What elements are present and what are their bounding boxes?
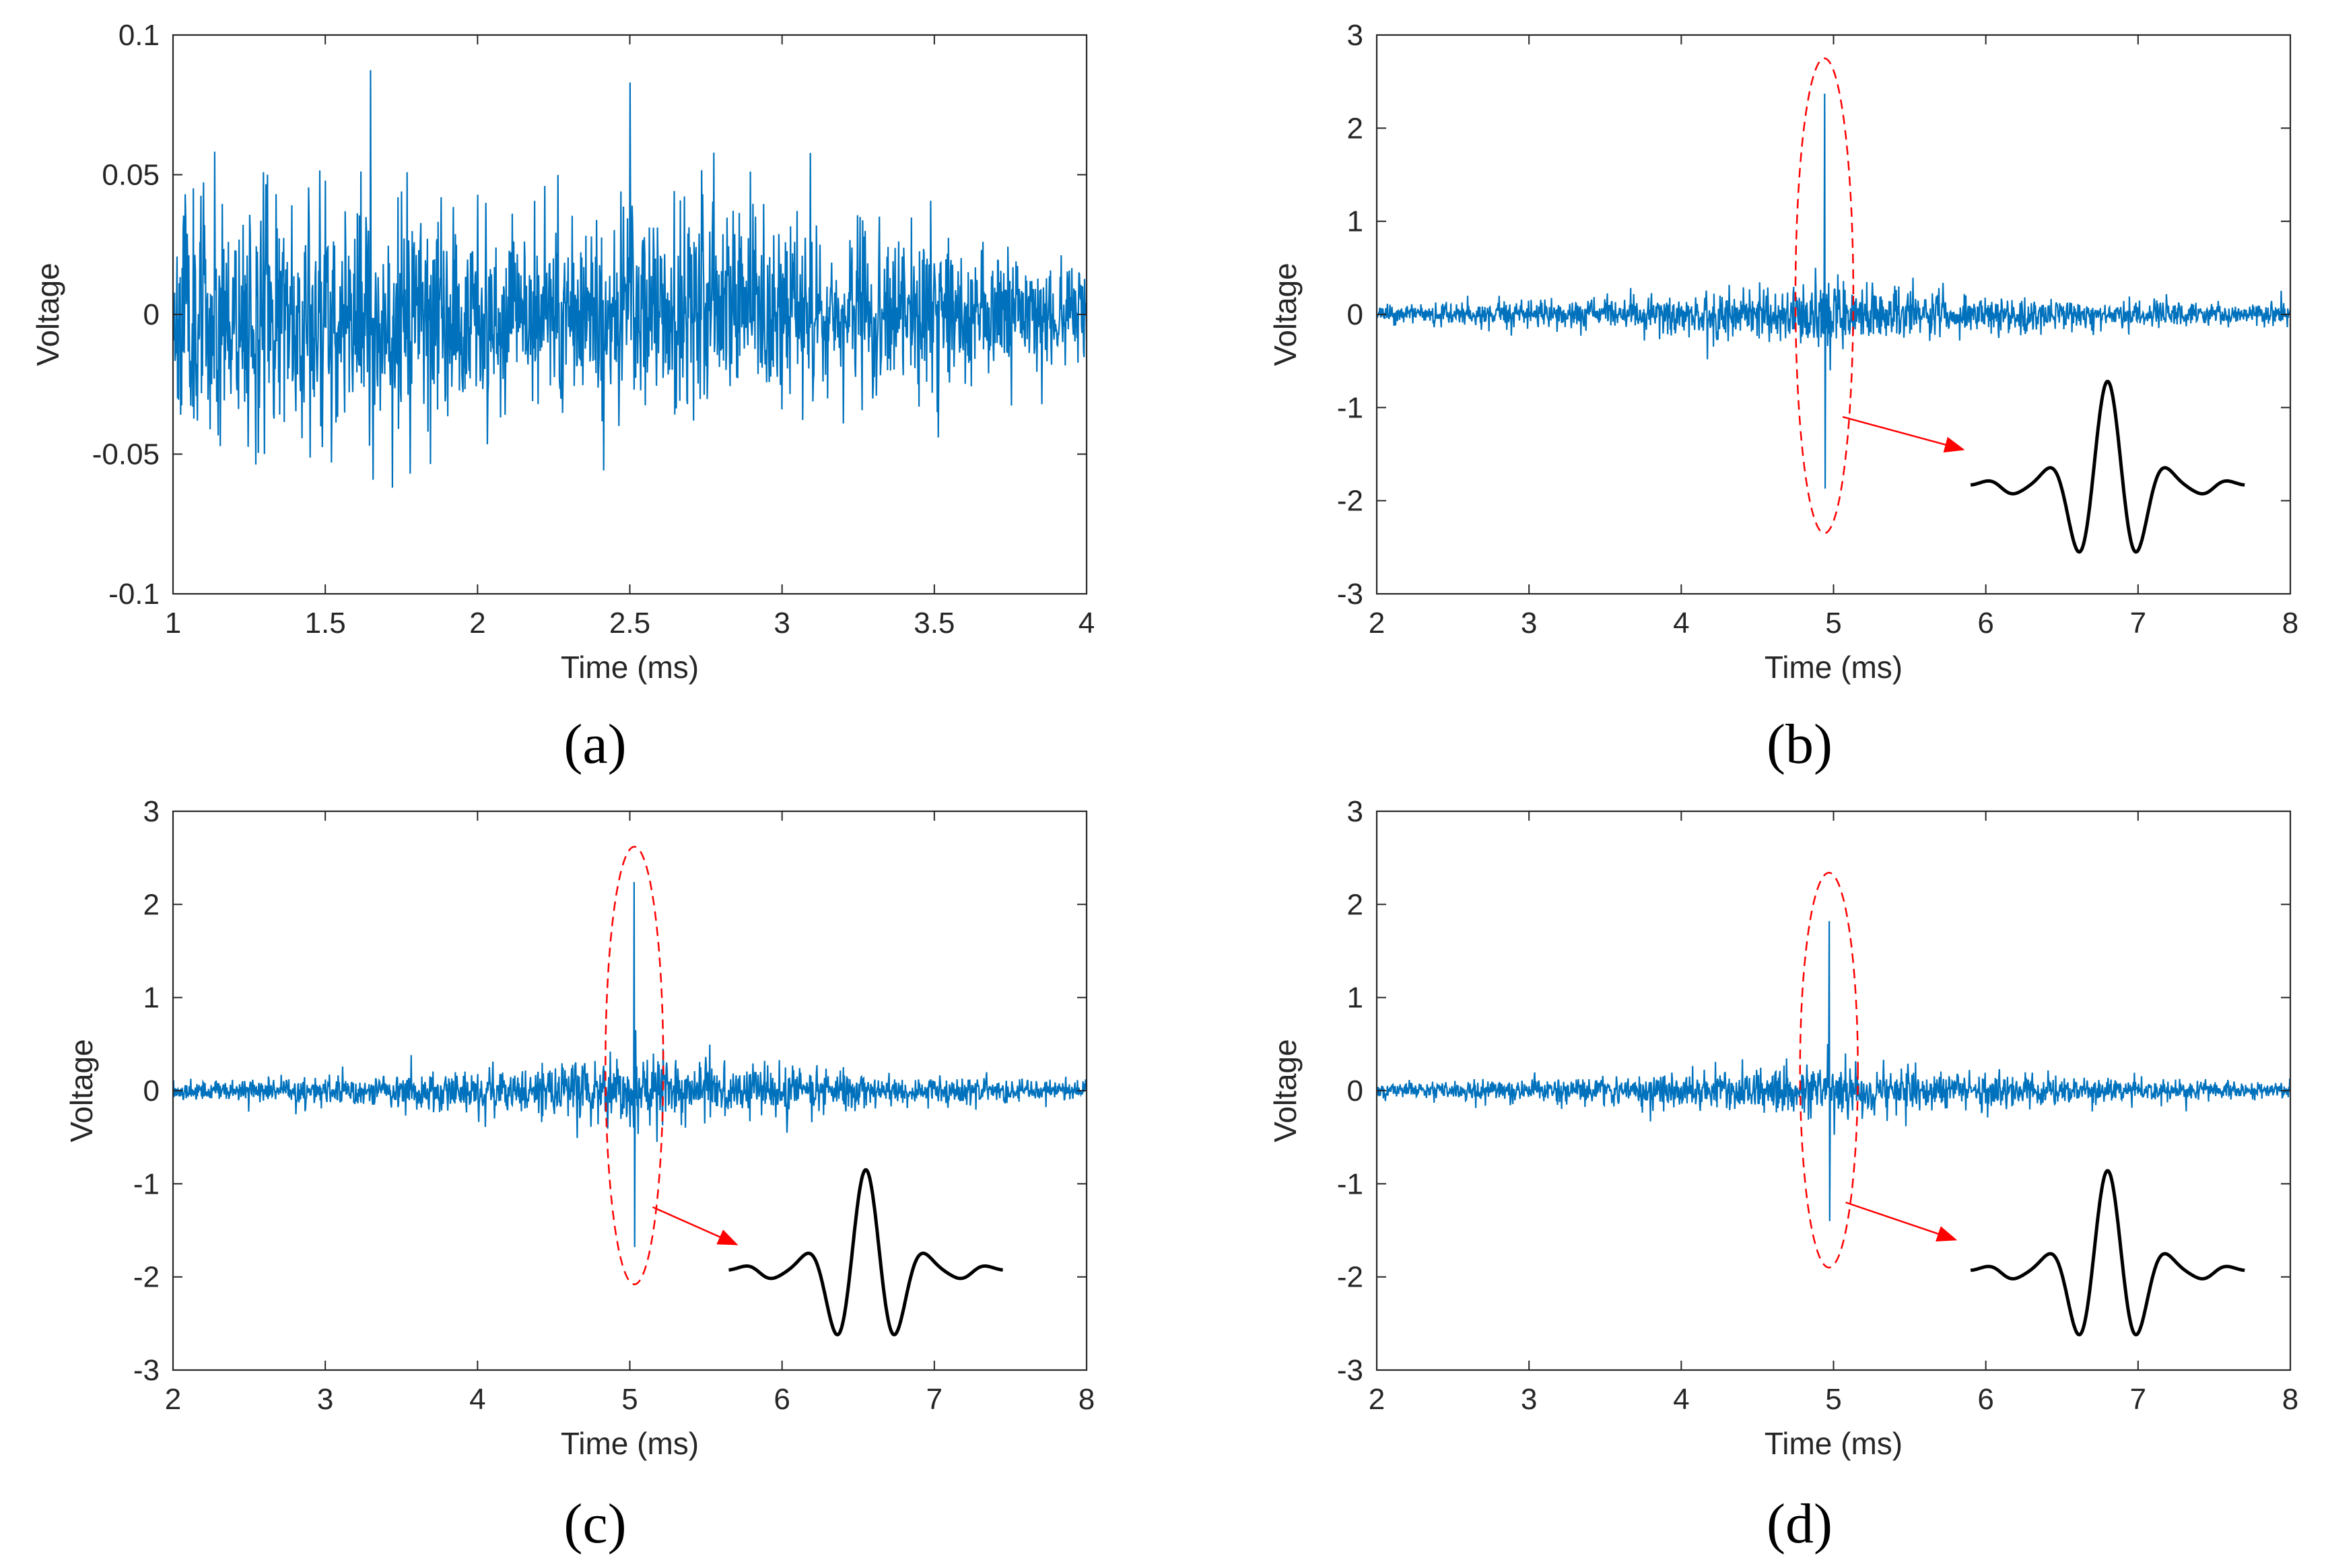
series-line-d-0	[1377, 921, 2290, 1221]
x-axis-label: Time (ms)	[1765, 650, 1903, 685]
y-tick-label: 3	[143, 795, 160, 828]
chart-panel-a: 1 1.5 2 2.5 3 3.5 4 -0.1 -0.05 0 0.05 0.1 Time (ms) V…	[30, 19, 1095, 776]
x-axis-label: Time (ms)	[561, 1426, 699, 1461]
highlight-ellipse	[605, 846, 664, 1285]
x-tick-label: 2	[469, 607, 485, 640]
x-tick-label: 4	[469, 1383, 485, 1416]
x-tick-label: 6	[774, 1383, 790, 1416]
inset-wavelet	[1969, 380, 2246, 554]
zoom-arrow	[652, 1206, 739, 1246]
y-tick-label: 2	[1347, 112, 1363, 145]
y-tick-label: 3	[1347, 795, 1363, 828]
x-tick-label: 1	[165, 607, 181, 640]
y-tick-label: -1	[1337, 391, 1363, 424]
y-tick-label: 0.1	[118, 19, 160, 52]
y-tick-label: -2	[133, 1261, 160, 1294]
y-tick-label: 3	[1347, 19, 1363, 52]
x-tick-label: 5	[621, 1383, 638, 1416]
y-tick-label: 2	[1347, 888, 1363, 921]
y-tick-label: -2	[1337, 1261, 1363, 1294]
y-tick-label: -3	[1337, 578, 1363, 611]
inset-wavelet	[728, 1168, 1004, 1336]
y-tick-label: -3	[133, 1354, 160, 1387]
x-tick-label: 4	[1673, 1383, 1689, 1416]
x-tick-label: 2	[165, 1383, 181, 1416]
panel-label-b: (b)	[1767, 713, 1833, 776]
x-axis-label: Time (ms)	[1765, 1426, 1903, 1461]
x-tick-label: 7	[926, 1383, 943, 1416]
x-tick-label: 7	[2130, 607, 2146, 640]
y-axis-label: Voltage	[30, 263, 65, 366]
chart-panel-c: 2 3 4 5 6 7 8 -3 -2 -1 0 1 2 3 Time (ms) Voltage (c)	[64, 795, 1095, 1555]
y-tick-label: -1	[133, 1167, 160, 1200]
panel-label-d: (d)	[1767, 1493, 1833, 1555]
y-tick-label: -1	[1337, 1167, 1363, 1200]
series-line-b-0	[1377, 94, 2290, 489]
zoom-arrow	[1845, 1201, 1958, 1242]
x-tick-label: 8	[1079, 1383, 1095, 1416]
y-tick-label: 1	[1347, 982, 1363, 1015]
y-tick-label: 2	[143, 888, 160, 921]
x-tick-label: 2	[1369, 607, 1385, 640]
x-tick-label: 1.5	[305, 607, 346, 640]
x-axis-label: Time (ms)	[561, 650, 699, 685]
x-tick-label: 5	[1825, 1383, 1841, 1416]
x-tick-label: 3.5	[914, 607, 955, 640]
y-tick-label: 0.05	[102, 159, 160, 192]
y-tick-label: -0.05	[92, 438, 160, 471]
y-tick-label: 1	[143, 982, 160, 1015]
chart-panel-d: 2 3 4 5 6 7 8 -3 -2 -1 0 1 2 3 Time (ms) Voltage (d)	[1268, 795, 2298, 1555]
y-tick-label: 0	[143, 1075, 160, 1107]
x-tick-label: 4	[1079, 607, 1095, 640]
y-tick-label: 0	[143, 298, 160, 331]
y-tick-label: -0.1	[108, 578, 160, 611]
x-tick-label: 8	[2282, 607, 2298, 640]
x-tick-label: 2	[1369, 1383, 1385, 1416]
x-tick-label: 4	[1673, 607, 1689, 640]
chart-panel-b: 2 3 4 5 6 7 8 -3 -2 -1 0 1 2 3 Time (ms) Voltage (b)	[1268, 19, 2298, 776]
y-axis-label: Voltage	[1268, 263, 1303, 366]
series-line-c-0	[173, 882, 1087, 1248]
zoom-arrow	[1842, 415, 1965, 453]
x-tick-label: 3	[317, 1383, 333, 1416]
panel-label-a: (a)	[563, 713, 626, 776]
series-line-a-0	[173, 70, 1087, 488]
highlight-ellipse	[1799, 872, 1859, 1269]
y-tick-label: 0	[1347, 1075, 1363, 1107]
y-tick-label: 1	[1347, 205, 1363, 238]
x-tick-label: 3	[774, 607, 790, 640]
panel-label-c: (c)	[563, 1493, 626, 1555]
x-tick-label: 2.5	[609, 607, 650, 640]
x-tick-label: 6	[1977, 1383, 1993, 1416]
y-axis-label: Voltage	[64, 1039, 99, 1142]
x-tick-label: 3	[1521, 1383, 1537, 1416]
x-tick-label: 3	[1521, 607, 1537, 640]
x-tick-label: 6	[1977, 607, 1993, 640]
y-tick-label: -2	[1337, 485, 1363, 518]
y-tick-label: 0	[1347, 298, 1363, 331]
inset-wavelet	[1969, 1169, 2246, 1336]
y-tick-label: -3	[1337, 1354, 1363, 1387]
highlight-ellipse	[1794, 57, 1855, 535]
x-tick-label: 7	[2130, 1383, 2146, 1416]
y-axis-label: Voltage	[1268, 1039, 1303, 1142]
x-tick-label: 5	[1825, 607, 1841, 640]
x-tick-label: 8	[2282, 1383, 2298, 1416]
